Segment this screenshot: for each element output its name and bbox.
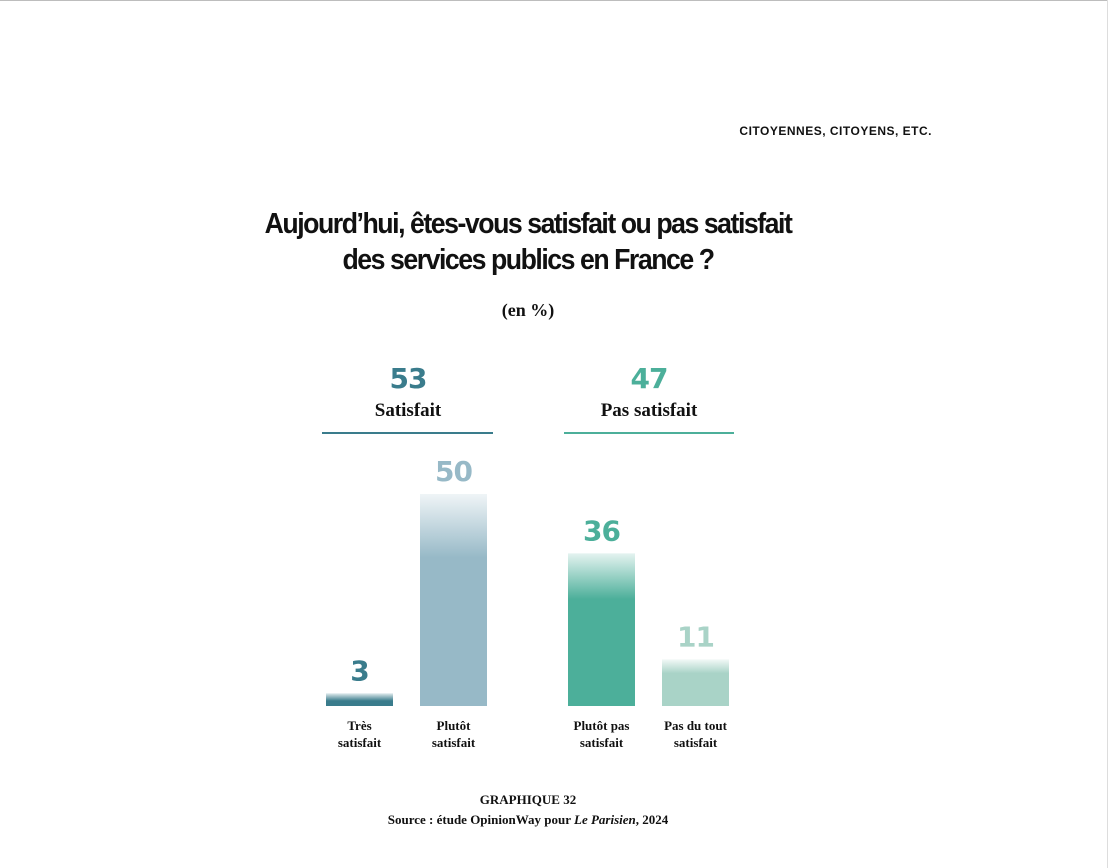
group-total-satisfait: 53 [389, 362, 428, 395]
group-total-pas-satisfait: 47 [630, 362, 669, 395]
source-line: Source : étude OpinionWay pour Le Parisi… [354, 810, 702, 830]
chart-subtitle: (en %) [501, 300, 555, 320]
chart-title-line-2: des services publics en France ? [342, 244, 715, 276]
chart-title-line-1: Aujourd’hui, êtes-vous satisfait ou pas … [264, 208, 793, 240]
bar-value-label-4: 11 [677, 620, 714, 653]
bar-value-label-3: 36 [583, 514, 620, 547]
bar-2 [420, 494, 487, 706]
source-prefix: Source : étude OpinionWay pour [387, 812, 574, 827]
category-label-4: Pas du tout satisfait [664, 718, 728, 750]
category-label-2: Plutôt satisfait [432, 718, 476, 750]
group-label-satisfait: Satisfait [374, 400, 442, 421]
source-suffix: , 2024 [635, 812, 669, 827]
category-label-1: Très satisfait [338, 718, 382, 750]
bar-value-label-2: 50 [435, 455, 472, 488]
figure-label: GRAPHIQUE 32 [479, 792, 577, 807]
page-top-border [0, 0, 1108, 1]
bar-value-label-1: 3 [350, 654, 368, 687]
source-publication: Le Parisien [574, 812, 636, 827]
running-head: CITOYENNES, CITOYENS, ETC. [739, 124, 932, 138]
category-label-3: Plutôt pas satisfait [574, 718, 630, 750]
chart-footer: GRAPHIQUE 32 Source : étude OpinionWay p… [354, 790, 702, 830]
bar-1 [326, 693, 393, 706]
chart-title: Aujourd’hui, êtes-vous satisfait ou pas … [254, 206, 802, 278]
group-label-pas-satisfait: Pas satisfait [600, 400, 698, 421]
bar-3 [568, 553, 635, 706]
bar-4 [662, 659, 729, 706]
